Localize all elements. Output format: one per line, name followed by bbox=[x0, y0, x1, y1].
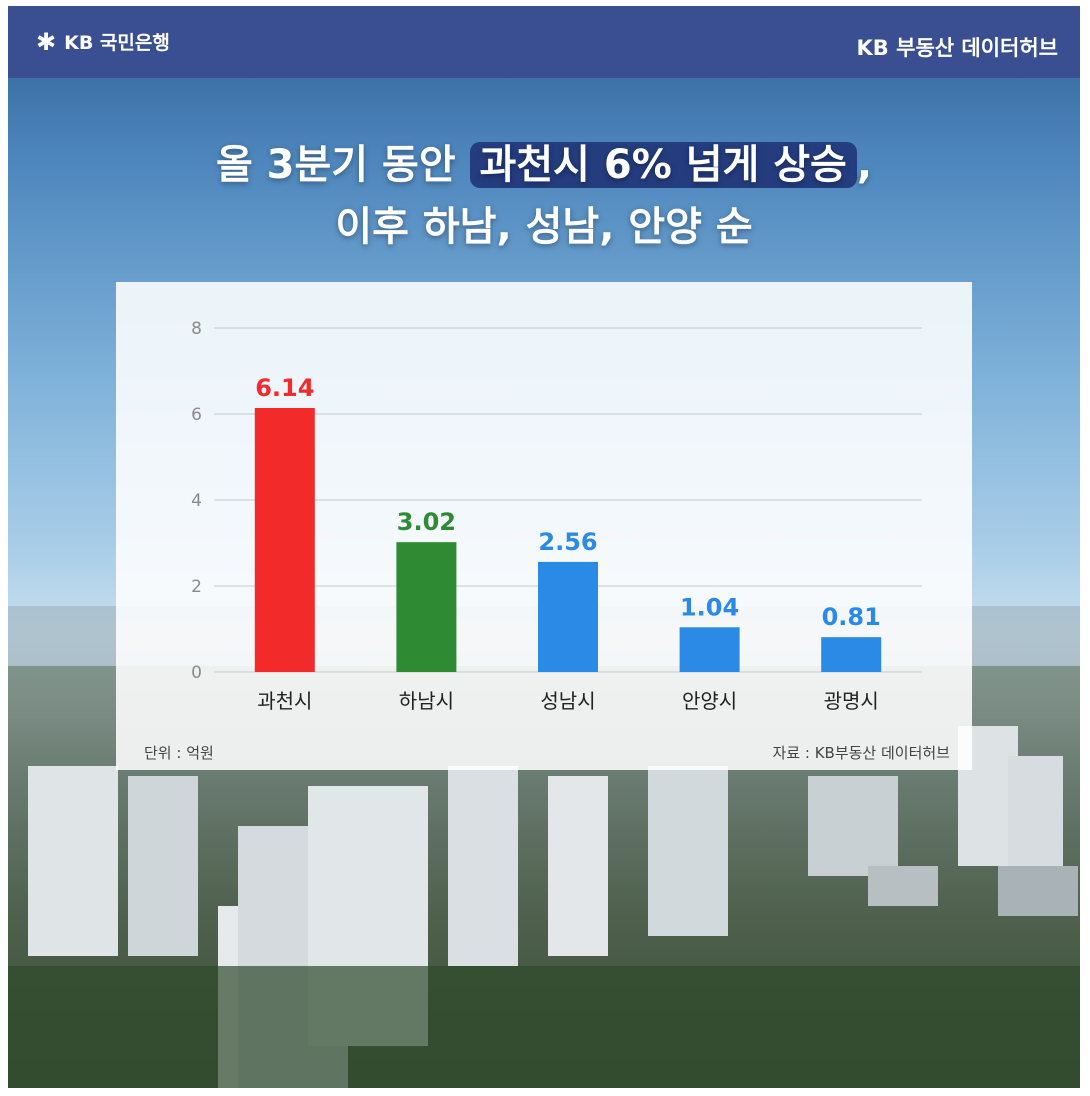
data-label: 2.56 bbox=[538, 528, 597, 556]
source-note: 자료 : KB부동산 데이터허브 bbox=[772, 744, 951, 762]
bar bbox=[396, 542, 457, 672]
y-tick-label: 8 bbox=[191, 319, 202, 339]
data-label: 1.04 bbox=[680, 593, 739, 621]
bank-name: KB 국민은행 bbox=[64, 32, 170, 54]
headline-post: , bbox=[856, 142, 873, 188]
headline: 올 3분기 동안 과천시 6% 넘게 상승, 이후 하남, 성남, 안양 순 bbox=[8, 134, 1080, 258]
headline-line-2: 이후 하남, 성남, 안양 순 bbox=[335, 204, 753, 250]
headline-highlight: 과천시 6% 넘게 상승 bbox=[469, 142, 857, 188]
bar bbox=[254, 407, 315, 672]
x-tick-label: 과천시 bbox=[257, 689, 312, 713]
x-tick-label: 하남시 bbox=[399, 689, 454, 713]
x-tick-label: 광명시 bbox=[824, 689, 879, 713]
header-bar: ✱ KB 국민은행 KB 부동산 데이터허브 bbox=[8, 6, 1080, 78]
x-tick-label: 성남시 bbox=[540, 689, 595, 713]
headline-pre: 올 3분기 동안 bbox=[215, 142, 470, 188]
bar bbox=[821, 637, 882, 672]
bar-chart: 0 2 4 6 8 6.14 과천시 3.02 하남시 2.56 성남시 1.04 안양시 0.81 광명시 bbox=[191, 319, 922, 713]
bar bbox=[679, 627, 740, 672]
data-label: 3.02 bbox=[397, 508, 456, 536]
headline-line-1: 올 3분기 동안 과천시 6% 넘게 상승, bbox=[8, 134, 1080, 196]
brand-name: KB 부동산 데이터허브 bbox=[856, 36, 1058, 60]
y-tick-label: 6 bbox=[191, 405, 202, 425]
x-tick-label: 안양시 bbox=[682, 689, 737, 713]
y-tick-label: 2 bbox=[191, 577, 202, 597]
unit-note: 단위 : 억원 bbox=[144, 744, 214, 762]
y-tick-label: 0 bbox=[191, 663, 202, 683]
background-photo: ✱ KB 국민은행 KB 부동산 데이터허브 올 3분기 동안 과천시 6% 넘… bbox=[8, 6, 1080, 1088]
kb-star-icon: ✱ bbox=[36, 27, 57, 56]
data-label: 6.14 bbox=[255, 374, 314, 402]
bank-logo: ✱ KB 국민은행 bbox=[36, 28, 170, 55]
data-label: 0.81 bbox=[822, 603, 881, 631]
y-tick-label: 4 bbox=[191, 491, 202, 511]
chart-card: 0 2 4 6 8 6.14 과천시 3.02 하남시 2.56 성남시 1.04 안양시 0.81 광명시… bbox=[116, 282, 972, 770]
bar bbox=[538, 561, 598, 672]
